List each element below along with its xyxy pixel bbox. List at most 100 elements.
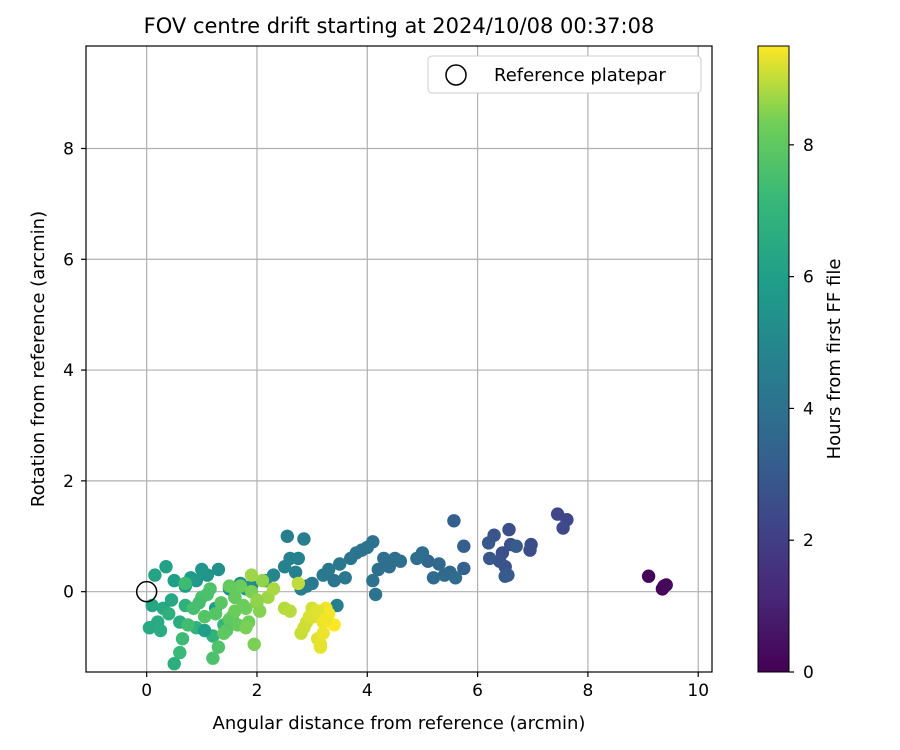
data-point	[524, 537, 538, 552]
data-point	[192, 596, 206, 610]
data-point	[162, 607, 176, 621]
data-point	[167, 573, 181, 588]
data-point	[657, 579, 671, 593]
data-point	[297, 532, 311, 546]
data-point	[255, 573, 270, 588]
data-point	[239, 621, 253, 635]
data-point	[457, 539, 471, 553]
data-point	[195, 562, 209, 577]
legend-reference-marker	[445, 64, 467, 86]
y-tick-label: 8	[63, 139, 74, 159]
data-point	[181, 618, 195, 632]
data-point	[178, 576, 192, 591]
plot-frame	[85, 45, 713, 673]
data-point	[217, 626, 231, 640]
data-point	[197, 623, 212, 638]
chart-title: FOV centre drift starting at 2024/10/08 …	[144, 14, 655, 38]
data-point	[211, 562, 226, 577]
x-tick-label: 2	[252, 681, 263, 701]
legend: Reference platepar	[427, 55, 702, 94]
x-tick-label: 10	[687, 681, 709, 701]
data-point	[233, 579, 248, 593]
data-point	[277, 560, 292, 574]
data-point	[288, 565, 303, 579]
data-point	[333, 557, 347, 571]
colorbar-tick-label: 4	[803, 399, 814, 419]
data-point	[167, 657, 181, 671]
colorbar-tick-label: 2	[803, 531, 814, 551]
colorbar-tick-label: 8	[803, 136, 814, 156]
data-point	[253, 604, 267, 618]
y-tick-label: 6	[63, 250, 74, 270]
colorbar-tick-label: 0	[803, 663, 814, 683]
colorbar-tick-label: 6	[803, 268, 814, 288]
y-axis-ticks: 0 2 4 6 8	[63, 139, 86, 603]
data-point	[159, 560, 173, 574]
legend-reference-label: Reference platepar	[494, 65, 666, 86]
colorbar	[757, 45, 790, 673]
data-point	[410, 551, 424, 566]
data-point	[175, 632, 190, 646]
colorbar-ticks: 0 2 4 6 8	[789, 136, 814, 683]
data-point	[280, 529, 294, 543]
data-point	[173, 645, 187, 660]
data-point	[266, 582, 281, 596]
reference-platepar-marker	[135, 580, 158, 603]
colorbar-label: Hours from first FF file	[824, 259, 845, 460]
x-axis-ticks: 0 2 4 6 8 10	[141, 672, 709, 701]
data-point	[368, 587, 383, 602]
data-point	[483, 551, 497, 566]
data-point	[250, 593, 264, 607]
data-point	[244, 568, 259, 582]
data-point	[153, 623, 168, 638]
data-point	[641, 569, 656, 583]
x-axis-label: Angular distance from reference (arcmin)	[213, 713, 586, 734]
data-point	[148, 568, 162, 582]
data-point	[247, 637, 261, 651]
data-point	[344, 551, 358, 566]
legend-box	[427, 55, 702, 94]
x-tick-label: 0	[141, 681, 152, 701]
data-point	[297, 621, 311, 635]
data-point	[437, 568, 452, 582]
data-point	[316, 568, 330, 582]
data-point	[338, 571, 352, 585]
data-point	[366, 573, 380, 588]
data-point	[371, 562, 385, 577]
data-point	[388, 551, 402, 566]
data-point	[501, 568, 515, 582]
y-axis-label: Rotation from reference (arcmin)	[28, 211, 49, 507]
x-tick-label: 8	[582, 681, 593, 701]
data-point	[211, 640, 226, 654]
data-point	[197, 609, 212, 624]
data-point	[164, 593, 179, 607]
data-point	[200, 587, 214, 602]
y-tick-label: 2	[63, 472, 74, 492]
data-point	[283, 604, 297, 618]
data-point	[313, 637, 328, 651]
data-point	[208, 607, 223, 621]
data-point	[291, 576, 305, 591]
data-point	[426, 571, 441, 585]
data-point	[214, 596, 228, 610]
grid-lines	[86, 46, 712, 672]
data-point	[502, 522, 516, 537]
data-point	[556, 521, 570, 535]
data-point	[447, 514, 461, 528]
data-point	[310, 604, 325, 618]
data-point	[327, 573, 341, 588]
data-point	[448, 571, 463, 585]
data-points	[135, 507, 673, 671]
data-point	[222, 579, 237, 593]
data-point	[316, 626, 330, 640]
data-point	[206, 651, 220, 665]
data-point	[432, 557, 446, 571]
x-tick-label: 6	[472, 681, 483, 701]
data-point	[330, 598, 344, 613]
y-tick-label: 4	[63, 361, 74, 381]
data-point	[228, 590, 242, 604]
data-point	[481, 536, 496, 550]
data-point	[457, 561, 471, 576]
y-tick-label: 0	[63, 583, 74, 603]
